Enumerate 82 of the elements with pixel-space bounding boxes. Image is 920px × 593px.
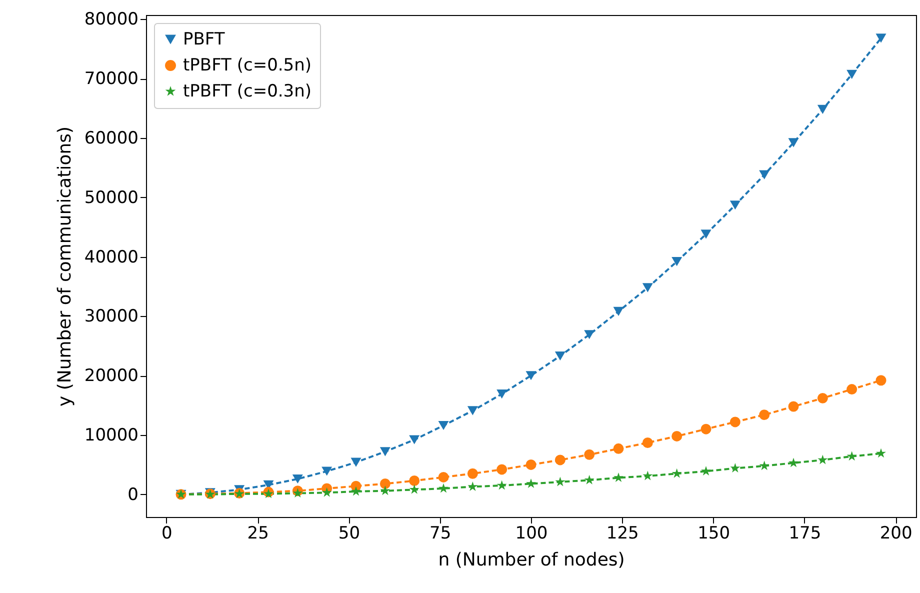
point [759,410,770,420]
point [380,486,390,496]
point [642,470,653,480]
point [555,476,566,486]
x-tick-label: 75 [430,524,452,544]
point [554,351,566,361]
point [468,481,478,491]
point [876,375,886,386]
y-tick-label: 40000 [84,247,138,268]
y-tick-label: 10000 [84,426,138,446]
point [322,466,332,476]
x-tick-label: 150 [698,524,730,544]
point [701,466,711,476]
point [759,460,770,470]
x-tick-label: 175 [788,524,822,544]
point [788,458,798,468]
point [672,468,682,478]
point [876,448,886,458]
y-tick-label: 60000 [84,128,138,148]
point [788,138,799,148]
point [322,487,332,497]
y-tick-label: 0 [128,484,138,505]
point [438,472,449,482]
point [409,484,420,494]
point [380,478,390,489]
point [818,454,828,464]
x-tick-label: 25 [247,524,269,544]
legend-label: tPBFT (c=0.3n) [183,82,312,102]
point [292,474,303,484]
x-tick-label: 200 [880,524,912,544]
point [409,435,420,444]
point [351,486,361,496]
point [526,459,536,470]
x-tick-label: 50 [338,524,360,544]
point [526,478,536,488]
point [496,389,508,399]
x-tick-label: 100 [515,524,548,544]
point [672,257,682,266]
point [526,371,536,380]
point [496,480,507,490]
point [642,438,653,448]
point [467,406,478,416]
point [730,463,740,473]
point [817,392,828,404]
legend-label: tPBFT (c=0.5n) [183,56,312,76]
point [613,443,624,454]
point [700,424,712,434]
x-tick-label: 0 [162,524,172,544]
point [614,472,624,482]
point [584,474,594,484]
y-axis-title: y (Number of communications) [54,126,76,407]
point [817,104,828,114]
y-tick-label: 30000 [84,306,138,327]
point [672,430,682,442]
x-tick-label: 125 [606,524,639,544]
point [409,476,420,486]
y-tick-label: 80000 [84,10,138,30]
y-tick-label: 70000 [84,69,138,90]
y-tick-label: 50000 [84,188,138,208]
point [584,449,595,460]
point [438,483,448,493]
point [642,283,653,292]
point [730,200,740,210]
point [350,458,362,467]
point [467,468,478,479]
point [438,420,449,430]
point [788,401,799,412]
point [730,416,740,428]
y-tick-label: 20000 [84,366,138,386]
point [846,451,857,461]
point [700,230,712,239]
point [584,330,595,340]
point [554,454,566,466]
point [380,447,390,456]
point [496,464,508,475]
point [613,306,624,316]
legend-label: PBFT [183,30,226,50]
point [876,34,886,43]
point [846,70,858,79]
x-axis-title: n (Number of nodes) [438,550,625,570]
point [846,384,858,395]
point [759,170,770,180]
